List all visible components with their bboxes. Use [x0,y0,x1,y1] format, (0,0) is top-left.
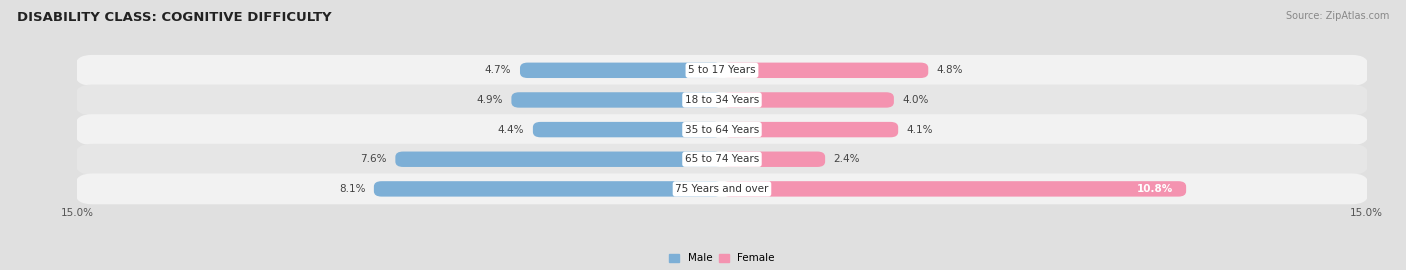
Text: 35 to 64 Years: 35 to 64 Years [685,124,759,135]
Text: 10.8%: 10.8% [1137,184,1173,194]
FancyBboxPatch shape [723,181,1187,197]
FancyBboxPatch shape [395,151,723,167]
FancyBboxPatch shape [75,114,1369,145]
FancyBboxPatch shape [520,63,723,78]
Text: 4.0%: 4.0% [903,95,929,105]
Text: 8.1%: 8.1% [339,184,366,194]
FancyBboxPatch shape [723,92,894,108]
FancyBboxPatch shape [75,174,1369,204]
Text: 4.8%: 4.8% [936,65,963,75]
Text: 4.1%: 4.1% [907,124,934,135]
FancyBboxPatch shape [75,55,1369,86]
Text: 4.9%: 4.9% [477,95,503,105]
FancyBboxPatch shape [75,144,1369,175]
FancyBboxPatch shape [723,122,898,137]
Text: Source: ZipAtlas.com: Source: ZipAtlas.com [1285,11,1389,21]
Text: DISABILITY CLASS: COGNITIVE DIFFICULTY: DISABILITY CLASS: COGNITIVE DIFFICULTY [17,11,332,24]
FancyBboxPatch shape [533,122,723,137]
Text: 2.4%: 2.4% [834,154,860,164]
Text: 4.7%: 4.7% [485,65,512,75]
Text: 65 to 74 Years: 65 to 74 Years [685,154,759,164]
Text: 7.6%: 7.6% [360,154,387,164]
FancyBboxPatch shape [723,63,928,78]
FancyBboxPatch shape [723,151,825,167]
FancyBboxPatch shape [75,85,1369,115]
FancyBboxPatch shape [512,92,723,108]
Text: 4.4%: 4.4% [498,124,524,135]
Text: 18 to 34 Years: 18 to 34 Years [685,95,759,105]
FancyBboxPatch shape [374,181,723,197]
Text: 75 Years and over: 75 Years and over [675,184,769,194]
Text: 5 to 17 Years: 5 to 17 Years [688,65,756,75]
Legend: Male, Female: Male, Female [669,254,775,264]
